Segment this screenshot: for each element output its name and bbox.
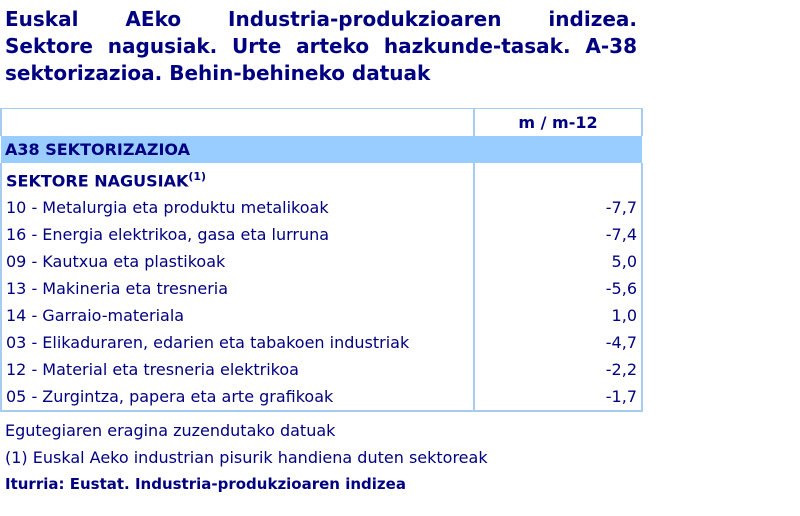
section-label: SEKTORE NAGUSIAK bbox=[6, 171, 189, 191]
row-label: 12 - Material eta tresneria elektrikoa bbox=[0, 356, 474, 384]
note-calendar: Egutegiaren eragina zuzendutako datuak bbox=[5, 421, 336, 440]
row-label: 14 - Garraio-materiala bbox=[0, 302, 474, 330]
row-value: 5,0 bbox=[473, 248, 643, 276]
header-row: m / m-12 bbox=[0, 108, 643, 136]
column-header: m / m-12 bbox=[473, 108, 643, 136]
section-row: SEKTORE NAGUSIAK(1) bbox=[0, 163, 643, 195]
data-table: m / m-12 A38 SEKTORIZAZIOA SEKTORE NAGUS… bbox=[0, 108, 643, 413]
note-footnote: (1) Euskal Aeko industrian pisurik handi… bbox=[5, 448, 488, 467]
row-value: -7,4 bbox=[473, 221, 643, 249]
row-label: 03 - Elikaduraren, edarien eta tabakoen … bbox=[0, 329, 474, 357]
row-label: 09 - Kautxua eta plastikoak bbox=[0, 248, 474, 276]
table-row: 14 - Garraio-materiala 1,0 bbox=[0, 302, 643, 330]
row-value: -7,7 bbox=[473, 194, 643, 222]
row-label: 13 - Makineria eta tresneria bbox=[0, 275, 474, 303]
band-row: A38 SEKTORIZAZIOA bbox=[1, 136, 642, 163]
title-line: Sektore nagusiak. Urte arteko hazkunde-t… bbox=[5, 34, 637, 58]
table-row: 03 - Elikaduraren, edarien eta tabakoen … bbox=[0, 329, 643, 357]
table-row: 13 - Makineria eta tresneria -5,6 bbox=[0, 275, 643, 303]
row-label: 10 - Metalurgia eta produktu metalikoak bbox=[0, 194, 474, 222]
row-label: 05 - Zurgintza, papera eta arte grafikoa… bbox=[0, 383, 474, 413]
row-label: 16 - Energia elektrikoa, gasa eta lurrun… bbox=[0, 221, 474, 249]
table-row: 05 - Zurgintza, papera eta arte grafikoa… bbox=[0, 383, 643, 413]
table-row: 10 - Metalurgia eta produktu metalikoak -… bbox=[0, 194, 643, 222]
section-note: (1) bbox=[188, 170, 207, 183]
page-title: Euskal AEko Industria-produkzioaren indi… bbox=[5, 6, 637, 87]
row-value: -1,7 bbox=[473, 383, 643, 413]
source: Iturria: Eustat. Industria-produkzioaren… bbox=[5, 475, 406, 493]
row-value: -2,2 bbox=[473, 356, 643, 384]
table-row: 16 - Energia elektrikoa, gasa eta lurrun… bbox=[0, 221, 643, 249]
table-row: 09 - Kautxua eta plastikoak 5,0 bbox=[0, 248, 643, 276]
table-row: 12 - Material eta tresneria elektrikoa -2… bbox=[0, 356, 643, 384]
row-value: 1,0 bbox=[473, 302, 643, 330]
title-line: Euskal AEko Industria-produkzioaren indi… bbox=[5, 7, 637, 31]
title-line: sektorizazioa. Behin-behineko datuak bbox=[5, 61, 431, 85]
row-value: -4,7 bbox=[473, 329, 643, 357]
band-label: A38 SEKTORIZAZIOA bbox=[1, 136, 642, 163]
row-value: -5,6 bbox=[473, 275, 643, 303]
